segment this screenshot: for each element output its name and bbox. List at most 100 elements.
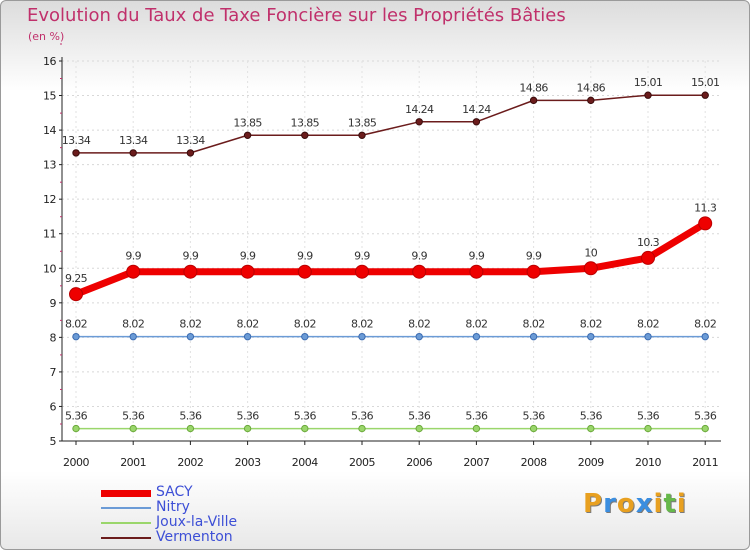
x-tick-label: 2009 (578, 456, 604, 469)
series-line-vermenton (75, 94, 706, 154)
data-point (72, 332, 80, 341)
data-point (186, 332, 195, 341)
legend-swatch (101, 489, 151, 497)
data-point (701, 91, 709, 99)
data-label: 5.36 (580, 410, 603, 423)
data-label: 8.02 (122, 318, 144, 331)
data-point (358, 424, 366, 433)
data-label: 14.86 (577, 81, 606, 94)
x-tick-label: 2006 (406, 456, 432, 469)
data-point (186, 149, 195, 157)
data-point (526, 264, 541, 279)
x-tick-label: 2002 (177, 456, 203, 469)
y-tick-label: 9 (50, 297, 57, 310)
data-point (126, 264, 141, 279)
data-point (72, 424, 80, 433)
data-label: 14.24 (462, 103, 491, 116)
logo-letter: P (583, 489, 604, 519)
data-point (297, 264, 312, 279)
x-tick-label: 2007 (463, 456, 489, 469)
data-point (243, 131, 252, 139)
data-label: 5.36 (408, 410, 431, 423)
data-point (469, 264, 484, 279)
y-tick-label: 14 (43, 124, 56, 137)
data-point (644, 424, 652, 433)
data-point (472, 118, 481, 126)
x-tick-label: 2003 (235, 456, 261, 469)
data-point (358, 131, 366, 139)
data-point (129, 332, 137, 341)
data-label: 10 (584, 246, 597, 259)
data-point (529, 424, 538, 433)
data-point (587, 332, 595, 341)
data-point (415, 332, 423, 341)
x-tick-label: 2011 (692, 456, 718, 469)
data-label: 8.02 (465, 318, 487, 331)
data-point (415, 118, 423, 126)
data-label: 9.25 (65, 272, 88, 285)
data-point (472, 424, 481, 433)
logo-letter: i (653, 489, 664, 519)
x-tick-label: 2005 (349, 456, 375, 469)
y-tick-label: 7 (50, 366, 57, 379)
x-tick-label: 2001 (120, 456, 146, 469)
data-label: 5.36 (637, 410, 660, 423)
data-point (701, 424, 709, 433)
x-tick-label: 2010 (635, 456, 661, 469)
logo-letter: i (676, 489, 687, 519)
data-point (587, 424, 595, 433)
y-tick-label: 8 (50, 331, 57, 344)
data-label: 9.9 (240, 250, 256, 263)
data-label: 15.01 (691, 76, 720, 89)
data-label: 8.02 (65, 318, 87, 331)
data-label: 13.85 (291, 116, 320, 129)
data-point (358, 332, 366, 341)
y-tick-label: 10 (43, 262, 56, 275)
data-label: 8.02 (523, 318, 545, 331)
data-point (529, 332, 538, 341)
legend-label: Nitry (156, 499, 190, 515)
data-label: 13.85 (233, 116, 262, 129)
data-label: 5.36 (465, 410, 488, 423)
data-label: 5.36 (179, 410, 202, 423)
y-tick-label: 11 (43, 228, 56, 241)
data-label: 10.3 (637, 236, 660, 249)
logo-letter: r (603, 489, 617, 519)
data-point (186, 424, 195, 433)
data-label: 13.34 (119, 134, 148, 147)
legend-swatch (101, 507, 151, 509)
data-point (355, 264, 369, 279)
data-label: 9.9 (411, 250, 427, 263)
data-label: 9.9 (125, 250, 141, 263)
legend-label: SACY (156, 484, 193, 500)
data-label: 5.36 (694, 410, 717, 423)
data-label: 14.24 (405, 103, 434, 116)
data-label: 8.02 (237, 318, 259, 331)
data-point (129, 149, 137, 157)
data-point (644, 332, 652, 341)
data-label: 9.9 (354, 250, 370, 263)
legend-label: Joux-la-Ville (156, 514, 238, 530)
data-label: 13.85 (348, 116, 377, 129)
data-point (301, 332, 309, 341)
data-point (129, 424, 137, 433)
legend-swatch (101, 537, 151, 539)
data-point (69, 287, 83, 302)
y-tick-label: 15 (43, 90, 56, 103)
data-label: 11.3 (694, 201, 717, 214)
x-tick-label: 2000 (63, 456, 89, 469)
data-label: 8.02 (694, 318, 716, 331)
data-point (701, 332, 709, 341)
data-label: 14.86 (519, 81, 548, 94)
data-point (301, 424, 309, 433)
x-tick-label: 2008 (521, 456, 547, 469)
data-point (415, 424, 423, 433)
data-label: 5.36 (237, 410, 260, 423)
data-point (301, 131, 309, 139)
data-label: 9.9 (183, 250, 199, 263)
data-point (583, 261, 598, 276)
data-label: 8.02 (179, 318, 201, 331)
data-label: 5.36 (294, 410, 317, 423)
